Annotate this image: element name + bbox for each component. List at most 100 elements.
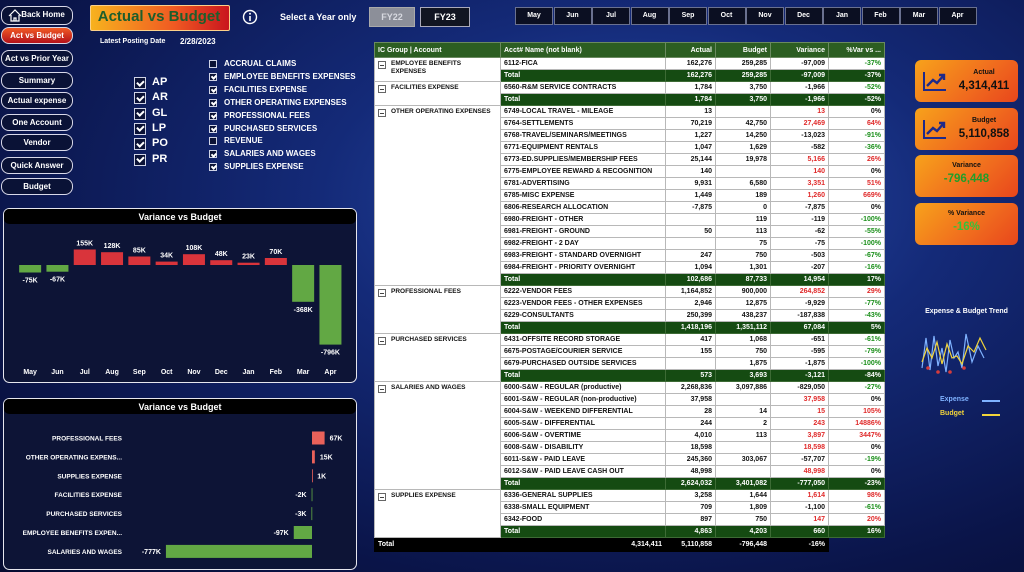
group-header: PURCHASED SERVICES	[378, 336, 497, 345]
icon-line	[926, 121, 946, 135]
number-cell: 669%	[828, 189, 885, 202]
number-cell: -52%	[828, 93, 885, 106]
total-row: Total 4,863 4,203 660 16%	[375, 525, 885, 538]
month-button[interactable]: Aug	[630, 7, 669, 25]
chart-panel: Variance vs Budget 67K PROFESSIONAL FEES 15…	[3, 398, 357, 570]
checkbox[interactable]	[209, 137, 217, 146]
account-cell: 6768-TRAVEL/SEMINARS/MEETINGS	[500, 129, 666, 142]
nav-button[interactable]: Quick Answer	[1, 157, 73, 174]
nav-button[interactable]: Act vs Budget	[1, 27, 73, 44]
group-cell: SALARIES AND WAGES	[374, 381, 501, 490]
checkbox[interactable]	[209, 150, 217, 159]
trend-dot	[936, 370, 940, 374]
expand-icon[interactable]	[378, 109, 386, 117]
month-button[interactable]: Jul	[592, 7, 630, 25]
checkbox[interactable]	[209, 60, 217, 68]
kpi-card: Variance -796,448	[915, 155, 1018, 197]
bar	[19, 265, 42, 273]
number-cell: -7,875	[665, 201, 716, 214]
y-tick-label: OTHER OPERATING EXPENS...	[26, 454, 123, 461]
nav-button[interactable]: One Account	[1, 114, 73, 131]
kpi-icon	[923, 72, 946, 91]
month-button[interactable]: Nov	[746, 7, 784, 25]
nav-button[interactable]: Back Home	[1, 6, 73, 25]
checkbox[interactable]	[209, 98, 217, 107]
expand-icon[interactable]	[378, 337, 386, 345]
table-row: 6008-S&W - DISABILITY 18,598 18,598 0%	[375, 441, 885, 454]
grand-total-row: Total 4,314,411 5,110,858 -796,448 -16%	[374, 537, 885, 552]
nav-button[interactable]: Vendor	[1, 134, 73, 151]
checkbox[interactable]	[134, 107, 146, 120]
nav-button[interactable]: Summary	[1, 72, 73, 89]
value-label: 34K	[160, 253, 173, 260]
account-cell: 6012-S&W - PAID LEAVE CASH OUT	[500, 465, 666, 478]
table-row: 6768-TRAVEL/SEMINARS/MEETINGS 1,227 14,250…	[375, 129, 885, 142]
number-cell: 1,784	[665, 93, 716, 106]
code-label: PR	[152, 152, 168, 165]
month-button[interactable]: Oct	[707, 7, 746, 25]
total-row: Total 573 3,693 -3,121 -84%	[375, 369, 885, 382]
checkbox[interactable]	[134, 92, 146, 105]
nav-button[interactable]: Actual expense	[1, 92, 73, 109]
legend-swatch	[982, 414, 1000, 416]
number-cell: 750	[715, 249, 771, 262]
account-cell: Total	[500, 273, 666, 286]
checkbox[interactable]	[209, 111, 217, 120]
total-row: Total 1,418,196 1,351,112 67,084 5%	[375, 321, 885, 334]
checkbox[interactable]	[134, 122, 146, 135]
number-cell: 113	[715, 225, 771, 238]
year-button[interactable]: FY22	[369, 7, 415, 27]
nav-button-label: Vendor	[23, 138, 51, 147]
value-label: 85K	[133, 248, 146, 255]
year-button[interactable]: FY23	[420, 7, 470, 27]
month-button[interactable]: Mar	[900, 7, 938, 25]
checkbox[interactable]	[209, 124, 217, 133]
month-button[interactable]: Apr	[938, 7, 977, 25]
number-cell: 750	[715, 513, 771, 526]
checkbox[interactable]	[134, 153, 146, 166]
expand-icon[interactable]	[378, 85, 386, 93]
number-cell: -9,929	[770, 297, 829, 310]
number-cell: -97,009	[770, 57, 829, 70]
checkbox[interactable]	[209, 163, 217, 172]
bar	[264, 258, 287, 265]
month-button[interactable]: Dec	[784, 7, 823, 25]
nav-button[interactable]: Budget	[1, 178, 73, 195]
account-cell: 6771-EQUIPMENT RENTALS	[500, 141, 666, 154]
account-cell: 6336-GENERAL SUPPLIES	[500, 489, 666, 502]
column-header: Actual	[665, 42, 716, 58]
bar	[319, 265, 342, 345]
number-cell: -1,966	[770, 81, 829, 94]
number-cell: 87,733	[715, 273, 771, 286]
number-cell: 3,693	[715, 369, 771, 382]
number-cell: 1,784	[665, 81, 716, 94]
checkbox[interactable]	[209, 85, 217, 94]
table-row: 6773-ED.SUPPLIES/MEMBERSHIP FEES 25,144 19…	[375, 153, 885, 166]
checkbox[interactable]	[134, 77, 146, 89]
month-button[interactable]: May	[515, 7, 553, 25]
table-row: 6785-MISC EXPENSE 1,449 189 1,260 669%	[375, 189, 885, 202]
x-tick-label: Mar	[297, 369, 310, 376]
number-cell: 140	[665, 165, 716, 178]
nav-button[interactable]: Act vs Prior Year	[1, 50, 73, 67]
month-button[interactable]: Feb	[861, 7, 900, 25]
month-button[interactable]: Jan	[823, 7, 861, 25]
month-button[interactable]: Jun	[553, 7, 592, 25]
page-title: Actual vs Budget	[97, 8, 221, 25]
kpi-card: Actual 4,314,411	[915, 60, 1018, 102]
number-cell	[715, 465, 771, 478]
bar	[165, 544, 312, 558]
number-cell	[665, 213, 716, 226]
expand-icon[interactable]	[378, 493, 386, 501]
number-cell: 259,285	[715, 57, 771, 70]
number-cell: 5,166	[770, 153, 829, 166]
checkbox[interactable]	[209, 72, 217, 81]
expand-icon[interactable]	[378, 385, 386, 393]
expand-icon[interactable]	[378, 61, 386, 69]
info-icon[interactable]	[242, 9, 258, 25]
number-cell: 16%	[828, 525, 885, 538]
expand-icon[interactable]	[378, 289, 386, 297]
table-row: 6984-FREIGHT - PRIORITY OVERNIGHT 1,094 1,…	[375, 261, 885, 274]
checkbox[interactable]	[134, 138, 146, 151]
month-button[interactable]: Sep	[669, 7, 707, 25]
